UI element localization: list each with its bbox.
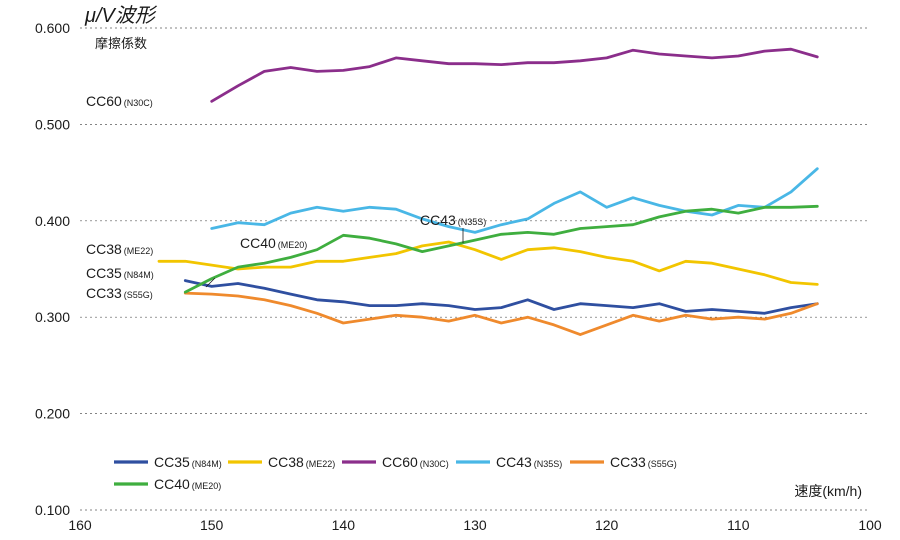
x-tick-label: 110 <box>727 517 750 533</box>
y-tick-label: 0.500 <box>35 116 70 132</box>
chart-subtitle: 摩擦係数 <box>95 36 147 51</box>
y-tick-label: 0.200 <box>35 406 70 422</box>
x-tick-label: 160 <box>68 517 92 533</box>
chart-container: 0.100 0.200 0.300 0.400 0.500 0.600 160 150 140 1… <box>0 0 900 540</box>
x-tick-label: 100 <box>858 517 882 533</box>
y-tick-label: 0.300 <box>35 309 70 325</box>
x-tick-label: 130 <box>463 517 487 533</box>
x-tick-label: 150 <box>200 517 224 533</box>
line-chart: 0.100 0.200 0.300 0.400 0.500 0.600 160 150 140 1… <box>0 0 900 540</box>
chart-title: μ/V波形 <box>84 5 158 27</box>
x-tick-label: 120 <box>595 517 619 533</box>
y-tick-label: 0.100 <box>35 502 70 518</box>
x-tick-label: 140 <box>332 517 356 533</box>
x-axis-label: 速度(km/h) <box>794 483 862 499</box>
y-tick-label: 0.400 <box>35 213 70 229</box>
y-tick-label: 0.600 <box>35 20 70 36</box>
